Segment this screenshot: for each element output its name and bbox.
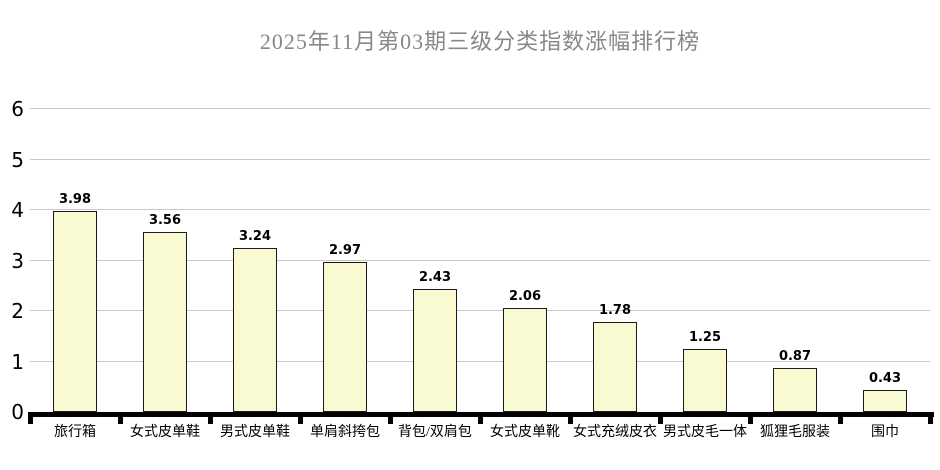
plot-area: 0 1 2 3 4 5 6 3.98 3.56 3.24 2.97 2.43 2.06 1.78 1.25 0… — [11, 99, 930, 422]
gridline-y5 — [30, 158, 930, 160]
y-axis-tick-label: 2 — [11, 299, 24, 324]
bar — [143, 232, 187, 412]
x-axis-tick — [28, 417, 33, 424]
bar-value-label: 3.24 — [238, 229, 272, 245]
gridline-y3 — [30, 259, 930, 261]
x-axis-tick — [748, 417, 753, 424]
gridline-y4 — [30, 209, 930, 211]
x-axis-tick — [118, 417, 123, 424]
category-label: 单肩斜挎包 — [310, 425, 380, 440]
category-label: 女式皮单鞋 — [130, 425, 200, 440]
bar — [503, 308, 547, 412]
y-axis-tick-label: 5 — [11, 147, 24, 172]
x-axis-tick — [208, 417, 213, 424]
category-label: 女式皮单靴 — [490, 425, 560, 440]
gridline-y1 — [30, 360, 930, 362]
gridline-y2 — [30, 310, 930, 312]
bar — [53, 211, 97, 412]
bar-value-label: 2.43 — [418, 270, 452, 286]
bar — [683, 348, 727, 412]
x-axis-line — [28, 412, 934, 417]
bar-value-label: 2.06 — [508, 289, 542, 304]
category-label: 狐狸毛服装 — [760, 425, 830, 440]
category-label: 背包/双肩包 — [398, 425, 472, 440]
x-axis-tick — [388, 417, 393, 424]
chart-title: 2025年11月第03期三级分类指数涨幅排行榜 — [259, 29, 701, 54]
bar-value-label: 0.87 — [778, 349, 812, 365]
y-axis-tick-label: 6 — [11, 97, 24, 122]
x-axis-tick — [568, 417, 573, 424]
bar — [323, 262, 367, 412]
y-axis-tick-label: 0 — [11, 400, 24, 424]
x-axis-tick — [838, 417, 843, 424]
x-axis-tick — [658, 417, 663, 424]
bar-value-label: 3.98 — [58, 192, 92, 208]
bar — [233, 248, 277, 412]
bar-value-label: 1.25 — [688, 329, 722, 345]
bar — [863, 390, 907, 412]
bar — [593, 322, 637, 412]
gridline-y6 — [30, 108, 930, 110]
category-label: 围巾 — [871, 425, 899, 440]
bar — [413, 289, 457, 412]
category-label: 男式皮单鞋 — [220, 425, 290, 440]
y-axis-tick-label: 3 — [11, 248, 24, 273]
bar-value-label: 3.56 — [148, 213, 182, 229]
category-label: 旅行箱 — [54, 425, 96, 440]
bar-value-label: 1.78 — [598, 303, 632, 319]
bar — [773, 368, 817, 412]
category-label: 女式充绒皮衣 — [573, 425, 657, 440]
x-axis-tick — [298, 417, 303, 424]
bar-value-label: 2.97 — [328, 243, 362, 259]
x-axis-tick — [928, 417, 933, 424]
y-axis-tick-label: 1 — [11, 349, 24, 374]
x-axis-tick — [478, 417, 483, 424]
y-axis-tick-label: 4 — [11, 198, 24, 223]
bar-value-label: 0.43 — [868, 371, 902, 387]
category-label: 男式皮毛一体 — [663, 425, 747, 440]
